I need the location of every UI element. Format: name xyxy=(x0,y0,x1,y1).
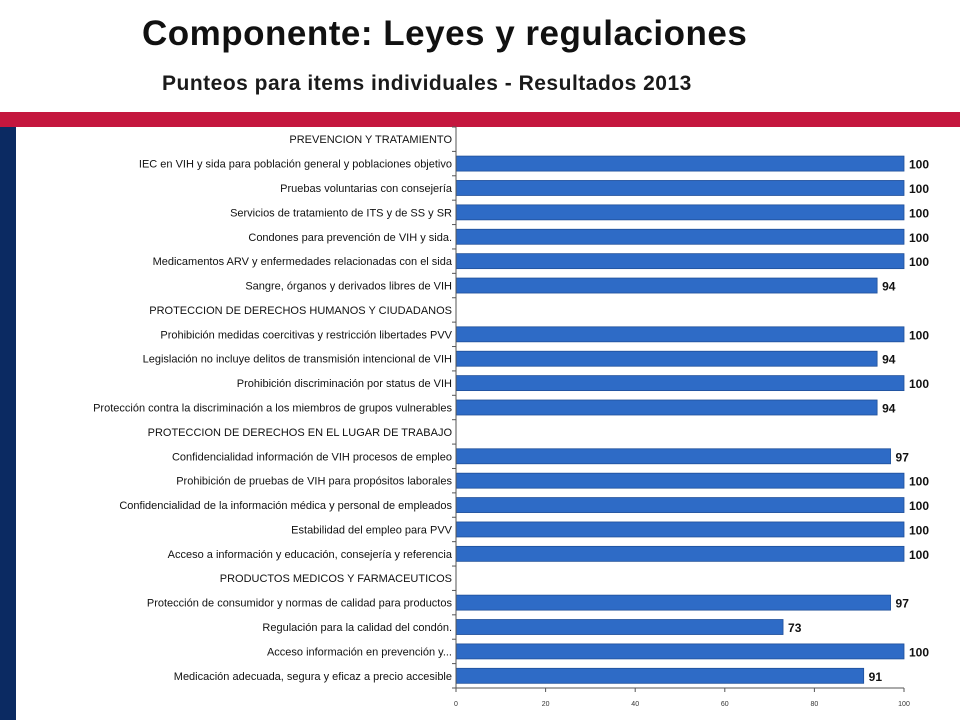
bar xyxy=(455,643,905,660)
bar xyxy=(455,497,905,513)
bar xyxy=(455,326,905,343)
category-label: Prohibición medidas coercitivas y restri… xyxy=(160,329,452,341)
bar xyxy=(455,594,891,611)
x-tick-label: 80 xyxy=(811,701,819,708)
value-label: 100 xyxy=(909,182,929,196)
value-label: 100 xyxy=(909,255,929,269)
bar xyxy=(455,545,905,562)
value-label: 73 xyxy=(788,621,802,635)
value-label: 100 xyxy=(909,645,929,659)
category-label: Acceso información en prevención y... xyxy=(267,646,452,658)
bar xyxy=(455,448,891,465)
bar xyxy=(455,253,905,270)
bar xyxy=(455,228,905,245)
category-label: Estabilidad del empleo para PVV xyxy=(291,524,452,536)
x-tick-label: 100 xyxy=(898,701,910,708)
x-tick-label: 40 xyxy=(631,701,639,708)
x-axis: 0 20 40 60 80 100 xyxy=(452,126,910,708)
value-label: 97 xyxy=(896,450,910,464)
x-tick-label: 0 xyxy=(454,701,458,708)
page-subtitle: Punteos para items individuales - Result… xyxy=(162,72,692,95)
bar xyxy=(455,521,905,538)
value-labels-layer: 100 100 100 100 100 94 100 94 100 94 97 100 100 100 10… xyxy=(788,158,929,684)
bar xyxy=(455,180,905,196)
value-label: 100 xyxy=(909,548,929,562)
value-label: 100 xyxy=(909,328,929,342)
value-label: 100 xyxy=(909,158,929,172)
bar xyxy=(455,155,905,172)
value-label: 100 xyxy=(909,377,929,391)
category-label: Prohibición de pruebas de VIH para propó… xyxy=(176,476,452,488)
category-label: IEC en VIH y sida para población general… xyxy=(139,159,452,171)
category-label: Servicios de tratamiento de ITS y de SS … xyxy=(230,207,452,219)
bar xyxy=(455,375,905,392)
category-label: Medicación adecuada, segura y eficaz a p… xyxy=(174,671,452,683)
bar xyxy=(455,399,878,416)
value-label: 100 xyxy=(909,475,929,489)
bar xyxy=(455,472,905,489)
x-tick-label: 60 xyxy=(721,701,729,708)
category-label: PROTECCION DE DERECHOS EN EL LUGAR DE TR… xyxy=(148,427,453,439)
bar xyxy=(455,277,878,294)
category-label: Prohibición discriminación por status de… xyxy=(237,378,452,390)
category-labels-layer: PREVENCION Y TRATAMIENTO IEC en VIH y sid… xyxy=(93,134,453,683)
category-label: Protección de consumidor y normas de cal… xyxy=(147,598,453,610)
value-label: 100 xyxy=(909,499,929,513)
header-divider-band xyxy=(0,112,960,127)
category-label: PREVENCION Y TRATAMIENTO xyxy=(289,134,452,146)
bar xyxy=(455,350,878,367)
value-label: 94 xyxy=(882,353,896,367)
value-label: 97 xyxy=(896,597,910,611)
value-label: 94 xyxy=(882,280,896,294)
category-label: Regulación para la calidad del condón. xyxy=(262,622,452,634)
value-label: 100 xyxy=(909,231,929,245)
category-label: Condones para prevención de VIH y sida. xyxy=(248,232,452,244)
category-label: PROTECCION DE DERECHOS HUMANOS Y CIUDADA… xyxy=(149,305,452,317)
category-label: Medicamentos ARV y enfermedades relacion… xyxy=(153,256,453,268)
value-label: 91 xyxy=(869,670,883,684)
bar xyxy=(455,667,865,684)
category-label: Legislación no incluye delitos de transm… xyxy=(143,354,452,366)
category-label: Confidencialidad información de VIH proc… xyxy=(172,451,452,463)
category-label: Confidencialidad de la información médic… xyxy=(119,500,452,512)
category-label: Protección contra la discriminación a lo… xyxy=(93,403,452,415)
page-title: Componente: Leyes y regulaciones xyxy=(142,14,748,53)
side-accent-band xyxy=(0,127,16,720)
category-label: Sangre, órganos y derivados libres de VI… xyxy=(245,281,452,293)
value-label: 94 xyxy=(882,402,896,416)
bar xyxy=(455,619,784,635)
x-tick-label: 20 xyxy=(542,701,550,708)
category-label: Acceso a información y educación, consej… xyxy=(168,549,453,561)
bar xyxy=(455,204,905,221)
bars-layer xyxy=(455,155,905,684)
category-label: PRODUCTOS MEDICOS Y FARMACEUTICOS xyxy=(220,573,452,585)
value-label: 100 xyxy=(909,523,929,537)
value-label: 100 xyxy=(909,206,929,220)
category-label: Pruebas voluntarias con consejería xyxy=(280,183,453,195)
